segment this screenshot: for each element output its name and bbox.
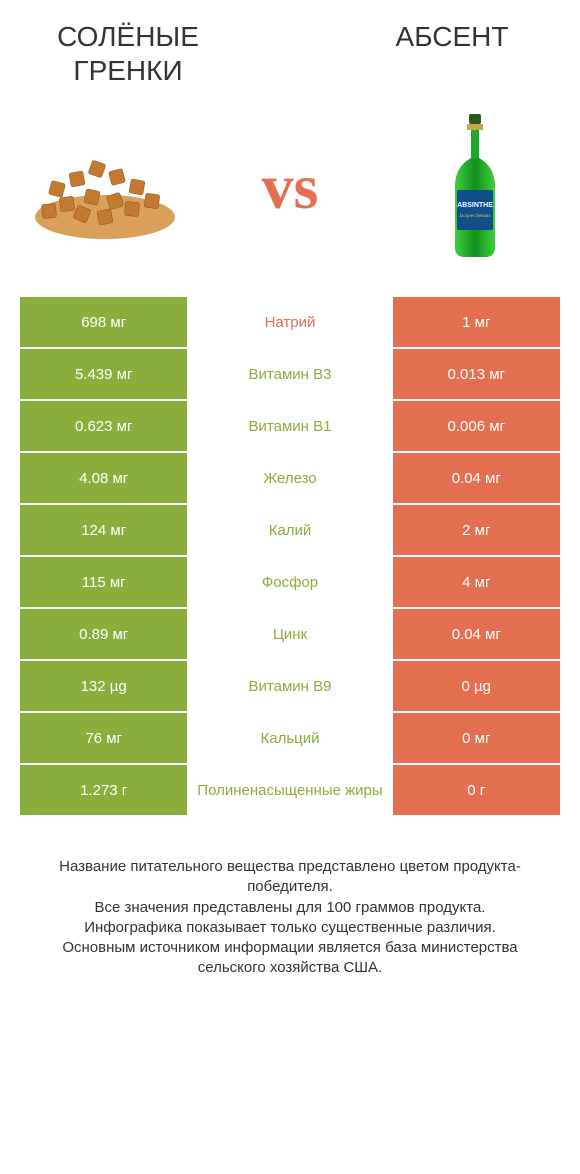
nutrient-label: Витамин B3: [187, 349, 392, 399]
table-row: 0.623 мг Витамин B1 0.006 мг: [20, 401, 560, 453]
table-row: 5.439 мг Витамин B3 0.013 мг: [20, 349, 560, 401]
table-row: 115 мг Фосфор 4 мг: [20, 557, 560, 609]
value-right: 0 мг: [393, 713, 560, 763]
nutrient-label: Фосфор: [187, 557, 392, 607]
comparison-table: 698 мг Натрий 1 мг 5.439 мг Витамин B3 0…: [20, 297, 560, 817]
product-title-right: АБСЕНТ: [344, 20, 560, 54]
absinthe-bottle-icon: ABSINTHE Jacques Senaux: [435, 112, 515, 262]
product-title-left: СОЛЁНЫЕ ГРЕНКИ: [20, 20, 236, 87]
value-right: 1 мг: [393, 297, 560, 347]
value-right: 0.006 мг: [393, 401, 560, 451]
nutrient-label: Витамин B1: [187, 401, 392, 451]
svg-text:ABSINTHE: ABSINTHE: [457, 202, 493, 209]
value-right: 0.04 мг: [393, 453, 560, 503]
product-image-left: [20, 117, 190, 257]
footer-text: Название питательного вещества представл…: [20, 857, 560, 979]
value-left: 1.273 г: [20, 765, 187, 815]
nutrient-label: Кальций: [187, 713, 392, 763]
nutrient-label: Железо: [187, 453, 392, 503]
value-right: 2 мг: [393, 505, 560, 555]
value-right: 0 г: [393, 765, 560, 815]
value-left: 0.623 мг: [20, 401, 187, 451]
value-right: 4 мг: [393, 557, 560, 607]
vs-label: vs: [262, 150, 319, 224]
hero-row: vs ABSINTHE Jacques Senaux: [20, 107, 560, 267]
table-row: 124 мг Калий 2 мг: [20, 505, 560, 557]
table-row: 698 мг Натрий 1 мг: [20, 297, 560, 349]
value-right: 0.04 мг: [393, 609, 560, 659]
value-right: 0.013 мг: [393, 349, 560, 399]
product-image-right: ABSINTHE Jacques Senaux: [390, 117, 560, 257]
nutrient-label: Витамин B9: [187, 661, 392, 711]
infographic-container: СОЛЁНЫЕ ГРЕНКИ АБСЕНТ: [0, 0, 580, 999]
value-left: 76 мг: [20, 713, 187, 763]
table-row: 132 µg Витамин B9 0 µg: [20, 661, 560, 713]
nutrient-label: Полиненасыщенные жиры: [187, 765, 392, 815]
value-left: 698 мг: [20, 297, 187, 347]
nutrient-label: Натрий: [187, 297, 392, 347]
value-left: 4.08 мг: [20, 453, 187, 503]
value-left: 5.439 мг: [20, 349, 187, 399]
nutrient-label: Калий: [187, 505, 392, 555]
value-left: 124 мг: [20, 505, 187, 555]
value-left: 115 мг: [20, 557, 187, 607]
value-right: 0 µg: [393, 661, 560, 711]
table-row: 76 мг Кальций 0 мг: [20, 713, 560, 765]
value-left: 0.89 мг: [20, 609, 187, 659]
nutrient-label: Цинк: [187, 609, 392, 659]
table-row: 4.08 мг Железо 0.04 мг: [20, 453, 560, 505]
table-row: 0.89 мг Цинк 0.04 мг: [20, 609, 560, 661]
value-left: 132 µg: [20, 661, 187, 711]
table-row: 1.273 г Полиненасыщенные жиры 0 г: [20, 765, 560, 817]
header: СОЛЁНЫЕ ГРЕНКИ АБСЕНТ: [20, 20, 560, 87]
svg-text:Jacques Senaux: Jacques Senaux: [459, 214, 491, 219]
croutons-icon: [30, 132, 180, 242]
